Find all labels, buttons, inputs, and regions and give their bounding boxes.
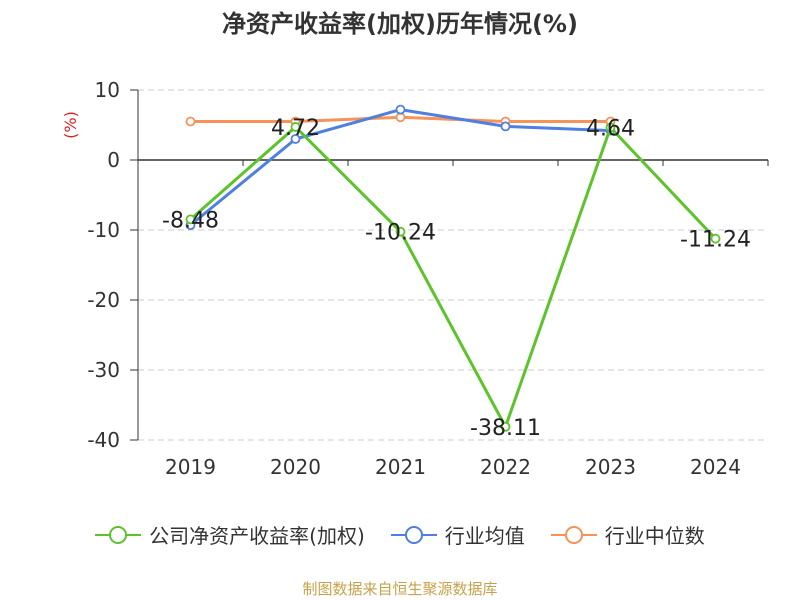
- data-point-company-roe: [290, 122, 301, 132]
- grid-layer: [138, 89, 768, 441]
- legend-swatch-industry-median: [550, 525, 597, 544]
- legend-item-industry-mean[interactable]: 行业均值: [390, 520, 525, 549]
- y-tick-label: -40: [87, 428, 120, 452]
- x-tick-label: 2019: [165, 455, 216, 479]
- data-label: -8.48: [162, 208, 219, 233]
- data-point-company-roe: [500, 421, 511, 432]
- data-point-company-roe: [185, 214, 196, 225]
- data-label: -38.11: [470, 416, 541, 441]
- label-layer: -8.48 4.72 -10.24 -38.11 4.64 -11.24: [162, 116, 751, 441]
- legend-item-company[interactable]: 公司净资产收益率(加权): [95, 520, 365, 549]
- series-line-company-roe: [189, 125, 717, 429]
- series-line-industry-mean: [189, 108, 611, 227]
- y-tick-label: -10: [87, 218, 120, 242]
- x-tick-label: 2021: [375, 455, 426, 479]
- legend: 公司净资产收益率(加权) 行业均值 行业中位数: [0, 520, 800, 549]
- x-tick-label: 2024: [690, 455, 741, 479]
- data-label: -11.24: [680, 228, 751, 253]
- source-note: 制图数据来自恒生聚源数据库: [302, 580, 498, 598]
- chart-title: 净资产收益率(加权)历年情况(%): [222, 10, 578, 38]
- legend-swatch-company: [95, 525, 142, 544]
- y-axis-label: (%): [61, 111, 80, 139]
- legend-label-industry-mean: 行业均值: [444, 524, 525, 548]
- series-layer: [185, 104, 721, 432]
- data-point-industry-mean: [395, 104, 406, 115]
- x-tick-label: 2023: [585, 455, 636, 479]
- x-tick-label: 2020: [270, 455, 321, 479]
- legend-label-company: 公司净资产收益率(加权): [149, 524, 365, 548]
- data-point-company-roe: [395, 226, 406, 237]
- y-tick-label: 10: [95, 78, 120, 102]
- data-point-industry-median: [395, 112, 406, 123]
- data-point-company-roe: [710, 233, 721, 244]
- data-label: 4.64: [586, 117, 635, 142]
- legend-label-industry-median: 行业中位数: [604, 524, 705, 548]
- data-label: 4.72: [271, 116, 320, 141]
- x-tick-label: 2022: [480, 455, 531, 479]
- axis-layer: 10 0 -10 -20 -30 -40 2019 2020 2021 2022 2023 2024: [87, 78, 769, 479]
- legend-item-industry-median[interactable]: 行业中位数: [550, 520, 705, 549]
- y-tick-label: -20: [87, 288, 120, 312]
- data-point-industry-mean: [500, 121, 511, 132]
- data-point-company-roe: [605, 122, 616, 133]
- legend-swatch-industry-mean: [390, 525, 437, 544]
- data-label: -10.24: [365, 221, 436, 246]
- y-tick-label: -30: [87, 358, 120, 382]
- data-point-industry-mean: [290, 134, 301, 144]
- data-point-industry-median: [185, 116, 196, 127]
- y-tick-label: 0: [107, 148, 120, 172]
